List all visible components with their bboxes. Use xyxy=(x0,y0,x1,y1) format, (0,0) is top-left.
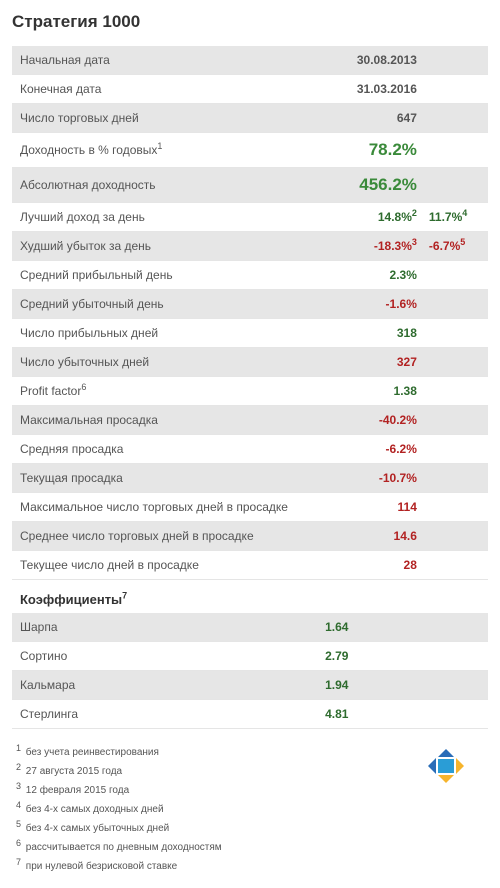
row-value: 327 xyxy=(338,348,425,377)
table-row: Максимальная просадка-40.2% xyxy=(12,406,488,435)
row-label: Начальная дата xyxy=(12,46,338,75)
table-row: Сортино2.79 xyxy=(12,642,488,671)
footnote: 5 без 4-х самых убыточных дней xyxy=(16,819,488,838)
coefficients-title: Коэффициенты7 xyxy=(20,592,488,607)
table-row: Максимальное число торговых дней в проса… xyxy=(12,493,488,522)
row-value: -1.6% xyxy=(338,290,425,319)
stats-table: Начальная дата30.08.2013Конечная дата31.… xyxy=(12,46,488,580)
row-label: Число прибыльных дней xyxy=(12,319,338,348)
footnote: 2 27 августа 2015 года xyxy=(16,762,488,781)
table-row: Начальная дата30.08.2013 xyxy=(12,46,488,75)
table-row: Стерлинга4.81 xyxy=(12,700,488,729)
row-label: Число торговых дней xyxy=(12,104,338,133)
row-label: Шарпа xyxy=(12,613,189,642)
table-row: Среднее число торговых дней в просадке14… xyxy=(12,522,488,551)
table-row: Profit factor61.38 xyxy=(12,377,488,406)
table-row: Средний убыточный день-1.6% xyxy=(12,290,488,319)
table-row: Средний прибыльный день2.3% xyxy=(12,261,488,290)
row-label: Конечная дата xyxy=(12,75,338,104)
row-extra-value xyxy=(425,168,488,203)
row-label: Стерлинга xyxy=(12,700,189,729)
row-extra-value xyxy=(425,493,488,522)
row-value: -18.3%3 xyxy=(338,232,425,261)
footnote: 4 без 4-х самых доходных дней xyxy=(16,800,488,819)
row-extra-value xyxy=(425,46,488,75)
row-label: Текущая просадка xyxy=(12,464,338,493)
row-label: Текущее число дней в просадке xyxy=(12,551,338,580)
row-label: Максимальное число торговых дней в проса… xyxy=(12,493,338,522)
row-extra-value xyxy=(425,435,488,464)
row-label: Средний убыточный день xyxy=(12,290,338,319)
row-value: 28 xyxy=(338,551,425,580)
row-extra-value: 11.7%4 xyxy=(425,203,488,232)
row-label: Число убыточных дней xyxy=(12,348,338,377)
row-extra-value: -6.7%5 xyxy=(425,232,488,261)
table-row: Средняя просадка-6.2% xyxy=(12,435,488,464)
row-value: 1.64 xyxy=(189,613,356,642)
table-row: Текущая просадка-10.7% xyxy=(12,464,488,493)
row-value: 31.03.2016 xyxy=(338,75,425,104)
row-label: Лучший доход за день xyxy=(12,203,338,232)
row-extra-value xyxy=(425,75,488,104)
row-label: Доходность в % годовых1 xyxy=(12,133,338,168)
row-value: 78.2% xyxy=(338,133,425,168)
row-value: 1.94 xyxy=(189,671,356,700)
row-extra-value xyxy=(425,551,488,580)
row-value: 30.08.2013 xyxy=(338,46,425,75)
row-extra-value xyxy=(425,261,488,290)
row-extra-value xyxy=(425,377,488,406)
table-row: Кальмара1.94 xyxy=(12,671,488,700)
footnotes: 1 без учета реинвестирования2 27 августа… xyxy=(12,743,488,876)
row-label: Худший убыток за день xyxy=(12,232,338,261)
table-row: Число торговых дней647 xyxy=(12,104,488,133)
row-label: Абсолютная доходность xyxy=(12,168,338,203)
table-row: Лучший доход за день14.8%211.7%4 xyxy=(12,203,488,232)
expand-arrows-icon[interactable] xyxy=(424,749,468,790)
row-value: 2.3% xyxy=(338,261,425,290)
row-label: Сортино xyxy=(12,642,189,671)
footnote: 6 рассчитывается по дневным доходностям xyxy=(16,838,488,857)
row-value: 14.8%2 xyxy=(338,203,425,232)
row-extra-value xyxy=(425,133,488,168)
table-row: Число убыточных дней327 xyxy=(12,348,488,377)
coefficients-table: Шарпа1.64Сортино2.79Кальмара1.94Стерлинг… xyxy=(12,613,488,729)
row-value: 14.6 xyxy=(338,522,425,551)
row-value: 647 xyxy=(338,104,425,133)
row-label: Средний прибыльный день xyxy=(12,261,338,290)
row-extra-value xyxy=(425,290,488,319)
table-row: Текущее число дней в просадке28 xyxy=(12,551,488,580)
page-title: Стратегия 1000 xyxy=(12,12,488,32)
row-value: 4.81 xyxy=(189,700,356,729)
row-label: Кальмара xyxy=(12,671,189,700)
row-value: 1.38 xyxy=(338,377,425,406)
row-value: -40.2% xyxy=(338,406,425,435)
row-value: 114 xyxy=(338,493,425,522)
row-label: Profit factor6 xyxy=(12,377,338,406)
row-value: 318 xyxy=(338,319,425,348)
table-row: Число прибыльных дней318 xyxy=(12,319,488,348)
row-value: -10.7% xyxy=(338,464,425,493)
table-row: Худший убыток за день-18.3%3-6.7%5 xyxy=(12,232,488,261)
row-extra-value xyxy=(425,104,488,133)
footnote: 7 при нулевой безрисковой ставке xyxy=(16,857,488,876)
table-row: Конечная дата31.03.2016 xyxy=(12,75,488,104)
row-extra-value xyxy=(425,464,488,493)
row-extra-value xyxy=(425,348,488,377)
footnote: 1 без учета реинвестирования xyxy=(16,743,488,762)
row-value: 2.79 xyxy=(189,642,356,671)
row-label: Средняя просадка xyxy=(12,435,338,464)
table-row: Шарпа1.64 xyxy=(12,613,488,642)
footnote: 3 12 февраля 2015 года xyxy=(16,781,488,800)
row-label: Среднее число торговых дней в просадке xyxy=(12,522,338,551)
row-value: -6.2% xyxy=(338,435,425,464)
row-extra-value xyxy=(425,522,488,551)
row-value: 456.2% xyxy=(338,168,425,203)
table-row: Абсолютная доходность456.2% xyxy=(12,168,488,203)
row-extra-value xyxy=(425,319,488,348)
row-extra-value xyxy=(425,406,488,435)
row-label: Максимальная просадка xyxy=(12,406,338,435)
table-row: Доходность в % годовых178.2% xyxy=(12,133,488,168)
